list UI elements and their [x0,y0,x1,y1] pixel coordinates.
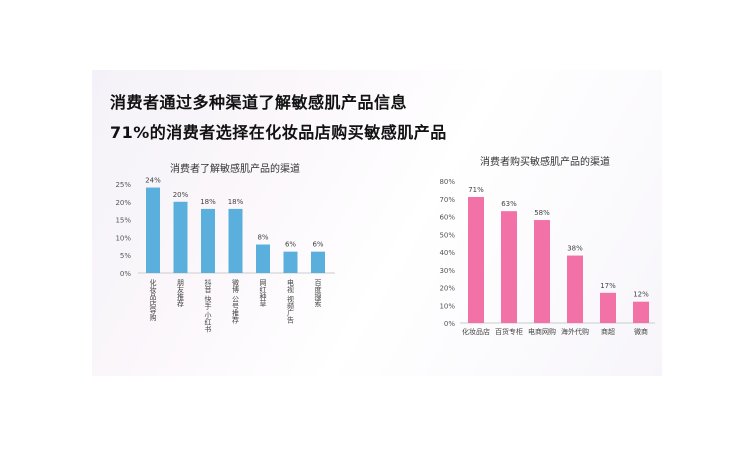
bar-0 [468,196,484,323]
x-tick-label: 海外代购 [561,327,589,336]
bar-6 [311,251,325,273]
data-label: 17% [600,282,616,290]
headline-2: 71%的消费者选择在化妆品店购买敏感肌产品 [110,123,447,142]
x-tick-label: 电视 视频广告 [287,278,295,324]
x-tick-label: 抖音 快手 小红书 [204,278,212,333]
bar-2 [534,220,550,323]
y-tick-label: 0% [444,320,455,328]
x-tick-label: 朋友推荐 [177,279,185,308]
y-tick-label: 70% [439,196,455,204]
data-label: 8% [257,234,268,242]
y-tick-label: 10% [115,234,131,242]
y-tick-label: 80% [439,178,455,186]
bar-1 [173,201,188,273]
bar-0 [146,187,160,273]
data-label: 18% [200,198,216,206]
data-label: 63% [501,200,517,208]
y-tick-label: 20% [439,285,455,293]
data-label: 6% [285,241,296,249]
y-tick-label: 5% [120,252,131,260]
bar-4 [600,292,616,323]
y-tick-label: 15% [115,217,131,225]
y-tick-label: 0% [120,270,131,278]
x-tick-label: 网红种草 [259,279,267,308]
x-tick-label: 化妆品店导购 [149,278,157,322]
bar-2 [201,208,215,273]
data-label: 18% [228,198,244,206]
data-label: 6% [312,241,323,249]
x-tick-label: 电商网购 [528,327,556,336]
x-tick-label: 化妆品店 [462,327,490,336]
y-tick-label: 40% [439,249,455,257]
data-label: 38% [567,245,583,253]
x-tick-label: 微博 公号推荐 [232,278,240,324]
bar-5 [633,301,649,323]
chart-title: 消费者购买敏感肌产品的渠道 [480,155,610,168]
bar-4 [256,244,270,273]
x-tick-label: 百度搜索 [314,279,322,307]
y-tick-label: 50% [439,231,455,239]
data-label: 12% [633,291,649,299]
y-tick-label: 25% [115,181,131,189]
data-label: 71% [468,186,484,194]
y-tick-label: 60% [439,214,455,222]
chart-title: 消费者了解敏感肌产品的渠道 [170,162,300,175]
y-tick-label: 10% [439,302,455,310]
y-tick-label: 30% [439,267,455,275]
y-tick-label: 20% [115,199,131,207]
data-label: 20% [173,191,189,199]
bar-3 [228,208,243,273]
x-tick-label: 微商 [634,327,648,336]
x-tick-label: 商超 [601,327,615,336]
data-label: 58% [534,209,550,217]
bar-1 [501,211,517,323]
headline-1: 消费者通过多种渠道了解敏感肌产品信息 [110,93,408,112]
data-label: 24% [145,177,161,185]
bar-5 [283,251,298,273]
bar-3 [567,255,583,323]
x-tick-label: 百货专柜 [495,327,523,336]
